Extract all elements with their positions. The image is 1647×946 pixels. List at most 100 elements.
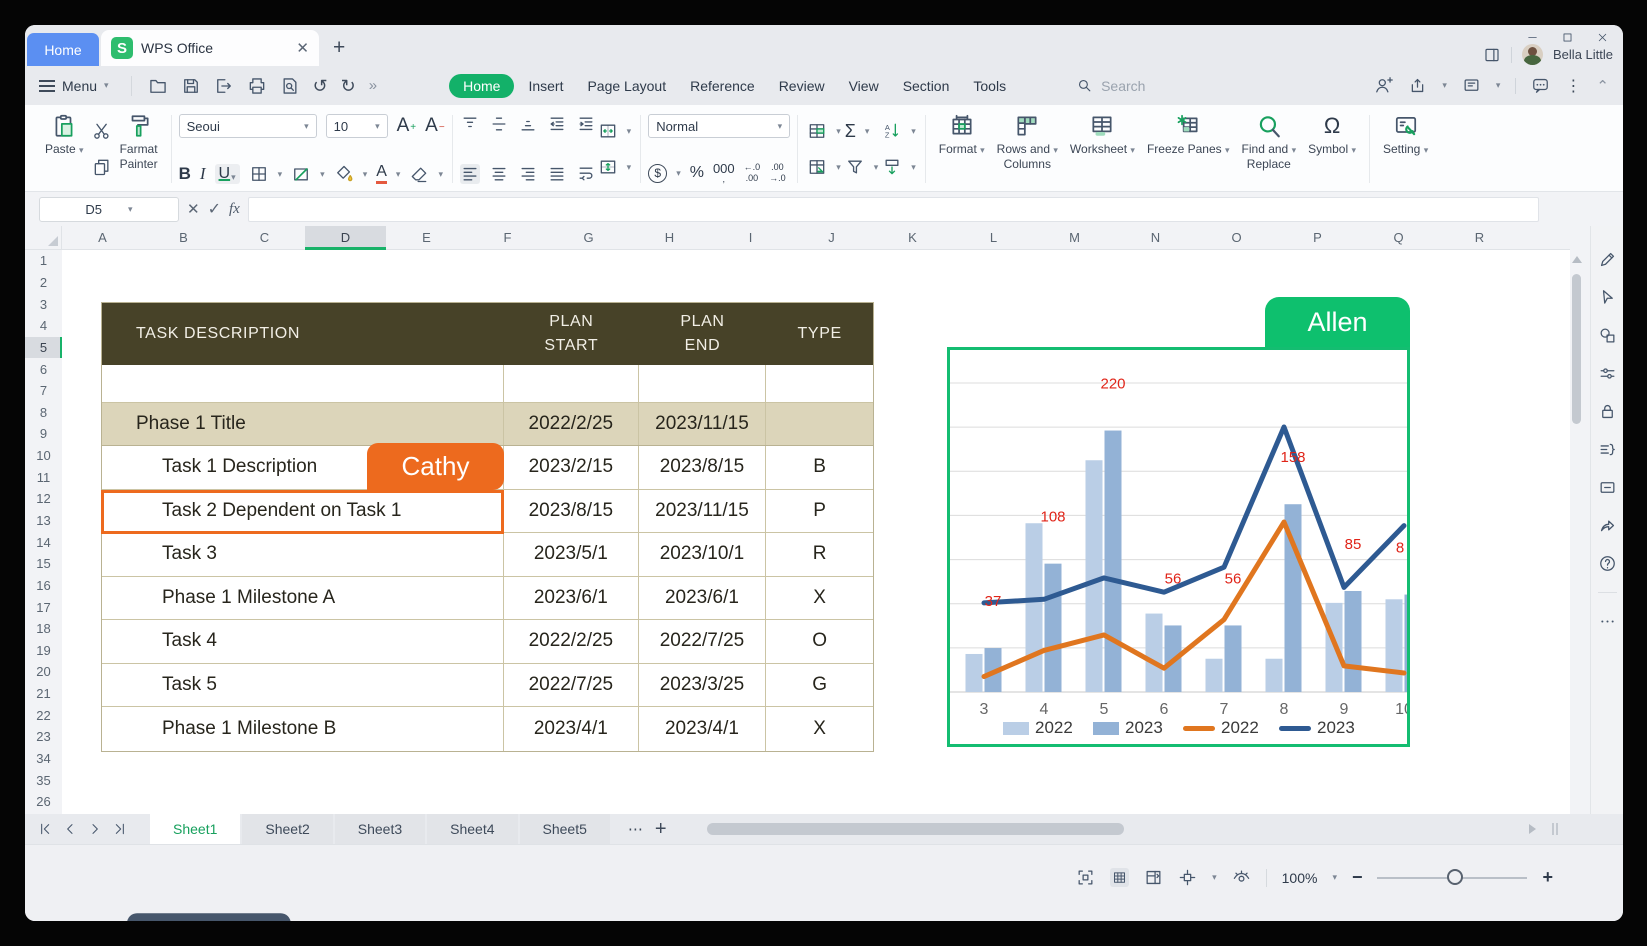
minimize-icon[interactable] bbox=[1526, 31, 1539, 44]
borders-icon[interactable] bbox=[249, 164, 269, 184]
sheet-tab-sheet1[interactable]: Sheet1 bbox=[150, 814, 241, 844]
plan-end-cell[interactable]: 2023/11/15 bbox=[639, 489, 767, 532]
merge-center-icon[interactable] bbox=[598, 121, 618, 141]
ribbon-tab-page-layout[interactable]: Page Layout bbox=[587, 77, 667, 94]
row-header-35[interactable]: 35 bbox=[36, 772, 51, 788]
row-header-15[interactable]: 15 bbox=[36, 556, 51, 572]
plan-end-cell[interactable]: 2022/7/25 bbox=[639, 620, 767, 663]
type-cell[interactable]: G bbox=[812, 673, 828, 695]
sheet-tab-sheet5[interactable]: Sheet5 bbox=[519, 814, 610, 844]
row-header-6[interactable]: 6 bbox=[39, 361, 48, 377]
ribbon-tab-section[interactable]: Section bbox=[902, 77, 950, 94]
share-icon[interactable] bbox=[1408, 76, 1427, 95]
sheet-tab-sheet2[interactable]: Sheet2 bbox=[242, 814, 333, 844]
align-top-icon[interactable] bbox=[460, 114, 480, 134]
properties-icon[interactable] bbox=[1598, 364, 1617, 383]
help-icon[interactable] bbox=[1598, 554, 1617, 573]
ribbon-tab-home[interactable]: Home bbox=[449, 73, 515, 98]
row-header-13[interactable]: 13 bbox=[36, 513, 51, 528]
redo-icon[interactable]: ↻ bbox=[340, 75, 356, 96]
next-sheet-icon[interactable] bbox=[87, 821, 103, 837]
previous-sheet-icon[interactable] bbox=[62, 821, 78, 837]
avatar[interactable] bbox=[1522, 44, 1544, 65]
fill-down-icon[interactable] bbox=[882, 157, 902, 177]
more-tools-icon[interactable]: » bbox=[368, 77, 378, 94]
column-header-G[interactable]: G bbox=[583, 230, 594, 245]
plan-start-cell[interactable]: 2023/6/1 bbox=[504, 576, 639, 619]
type-cell[interactable]: R bbox=[812, 543, 827, 565]
embedded-chart[interactable]: 3710822056561588583456789102022202320222… bbox=[947, 347, 1410, 747]
italic-button[interactable]: I bbox=[199, 164, 206, 183]
page-layout-view-icon[interactable] bbox=[1144, 868, 1163, 887]
cell-shading-icon[interactable] bbox=[291, 164, 311, 184]
column-header-N[interactable]: N bbox=[1150, 230, 1161, 245]
save-icon[interactable] bbox=[181, 76, 201, 96]
cancel-entry-icon[interactable]: ✕ bbox=[187, 201, 200, 218]
new-tab-icon[interactable]: + bbox=[333, 36, 346, 59]
plan-start-cell[interactable]: 2022/2/25 bbox=[504, 620, 639, 663]
table-style-icon[interactable] bbox=[807, 157, 827, 177]
more-dots-icon[interactable] bbox=[1598, 612, 1617, 631]
zoom-out-button[interactable]: − bbox=[1351, 867, 1363, 887]
clear-format-icon[interactable] bbox=[409, 164, 429, 184]
ribbon-tab-reference[interactable]: Reference bbox=[690, 77, 755, 94]
column-header-C[interactable]: C bbox=[259, 230, 270, 245]
export-icon[interactable] bbox=[214, 76, 234, 96]
horizontal-scroll-thumb[interactable] bbox=[706, 823, 1124, 835]
cell-style-select[interactable]: Normal ▾ bbox=[648, 114, 791, 138]
plan-start-cell[interactable]: 2023/5/1 bbox=[504, 533, 639, 576]
task-description-cell[interactable]: Task 3 bbox=[102, 533, 505, 576]
align-center-icon[interactable] bbox=[489, 164, 509, 184]
merge-cells-icon[interactable] bbox=[598, 157, 618, 177]
align-left-icon[interactable] bbox=[459, 164, 480, 184]
search-box[interactable] bbox=[1076, 77, 1252, 94]
fit-screen-icon[interactable] bbox=[1076, 868, 1095, 887]
row-header-9[interactable]: 9 bbox=[39, 426, 48, 442]
row-header-22[interactable]: 22 bbox=[36, 707, 51, 723]
underline-button[interactable]: U ▾ bbox=[214, 164, 240, 184]
sheet-tab-sheet3[interactable]: Sheet3 bbox=[334, 814, 426, 844]
sheet-canvas[interactable]: TASK DESCRIPTION PLAN START PLAN END TYPE Ph… bbox=[62, 250, 1570, 814]
formula-input[interactable] bbox=[247, 196, 1539, 222]
toggle-sidebar-icon[interactable] bbox=[1483, 46, 1501, 64]
column-header-H[interactable]: H bbox=[664, 230, 675, 245]
type-cell[interactable]: P bbox=[813, 499, 826, 521]
row-header-21[interactable]: 21 bbox=[36, 686, 51, 702]
row-header-4[interactable]: 4 bbox=[39, 318, 48, 334]
cursor-select-icon[interactable] bbox=[1598, 288, 1617, 307]
rows-columns-button[interactable]: Rows and ▾ Columns bbox=[991, 111, 1064, 187]
task-description-cell[interactable]: Task 4 bbox=[102, 620, 505, 663]
justify-icon[interactable] bbox=[547, 164, 567, 184]
autosum-icon[interactable]: Σ bbox=[844, 120, 856, 141]
task-description-cell[interactable]: Phase 1 Milestone B bbox=[102, 707, 505, 751]
column-header-F[interactable]: F bbox=[503, 230, 512, 245]
collapse-box-icon[interactable] bbox=[1598, 478, 1617, 497]
bold-button[interactable]: B bbox=[178, 164, 191, 183]
column-header-A[interactable]: A bbox=[98, 230, 107, 245]
column-header-D[interactable]: D bbox=[305, 226, 386, 250]
name-box[interactable]: D5 ▾ bbox=[39, 196, 179, 222]
row-header-10[interactable]: 10 bbox=[36, 448, 51, 464]
zoom-slider[interactable] bbox=[1377, 868, 1528, 885]
align-middle-icon[interactable] bbox=[489, 114, 509, 134]
plan-start-cell[interactable]: 2022/7/25 bbox=[504, 663, 639, 706]
row-header-14[interactable]: 14 bbox=[36, 534, 51, 550]
edit-pen-icon[interactable] bbox=[1598, 250, 1617, 269]
plan-start-cell[interactable]: 2023/4/1 bbox=[504, 707, 639, 751]
user-name[interactable]: Bella Little bbox=[1553, 47, 1613, 62]
normal-view-icon[interactable] bbox=[1110, 868, 1130, 887]
text-flow-icon[interactable] bbox=[1598, 440, 1617, 459]
table-cell-empty[interactable] bbox=[766, 365, 873, 402]
setting-button[interactable]: Setting ▾ bbox=[1377, 111, 1434, 187]
select-all-corner[interactable] bbox=[25, 226, 62, 250]
row-header-19[interactable]: 19 bbox=[36, 642, 51, 658]
sheet-list-icon[interactable]: ⋯ bbox=[627, 821, 645, 838]
plan-end-cell[interactable]: 2023/3/25 bbox=[639, 663, 767, 706]
column-header-E[interactable]: E bbox=[422, 230, 431, 245]
lock-icon[interactable] bbox=[1598, 402, 1617, 421]
search-input[interactable] bbox=[1101, 77, 1252, 94]
task-description-cell[interactable]: Phase 1 Title bbox=[102, 403, 504, 445]
paste-button[interactable]: Paste ▾ bbox=[39, 111, 90, 187]
format-painter-button[interactable]: Farmat Painter bbox=[114, 111, 164, 187]
